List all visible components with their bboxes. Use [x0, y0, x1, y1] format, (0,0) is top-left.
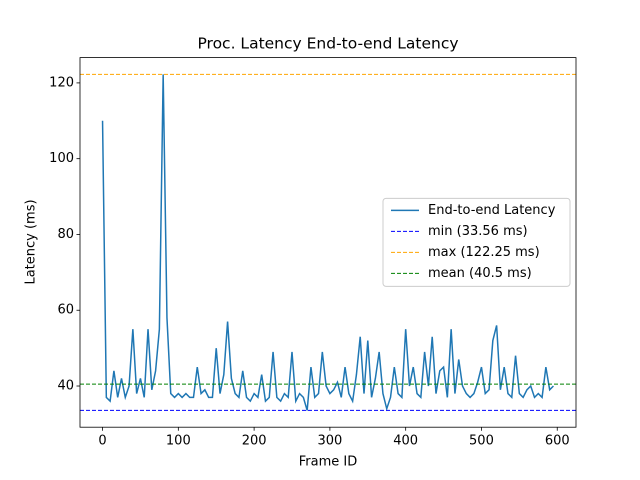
y-tick-label: 80 [57, 227, 74, 242]
y-axis-label: Latency (ms) [24, 199, 39, 284]
x-tick-label: 200 [242, 434, 267, 449]
chart-title: Proc. Latency End-to-end Latency [197, 35, 458, 53]
legend-label: min (33.56 ms) [428, 224, 528, 239]
legend-label: End-to-end Latency [428, 203, 556, 218]
data-line [101, 74, 554, 412]
legend-box [382, 197, 571, 287]
y-tick-label: 40 [57, 379, 74, 394]
y-tick-label: 120 [49, 75, 74, 90]
x-tick-label: 0 [98, 434, 106, 449]
y-tick-label: 100 [49, 151, 74, 166]
x-tick-label: 600 [545, 434, 570, 449]
x-tick-label: 100 [166, 434, 191, 449]
legend-label: max (122.25 ms) [428, 245, 540, 260]
legend-label: mean (40.5 ms) [428, 266, 532, 281]
x-tick-label: 300 [317, 434, 342, 449]
x-tick-label: 400 [393, 434, 418, 449]
y-tick-label: 60 [57, 303, 74, 318]
x-tick-label: 500 [469, 434, 494, 449]
x-axis-label: Frame ID [299, 455, 357, 470]
plot-frame [79, 57, 577, 428]
